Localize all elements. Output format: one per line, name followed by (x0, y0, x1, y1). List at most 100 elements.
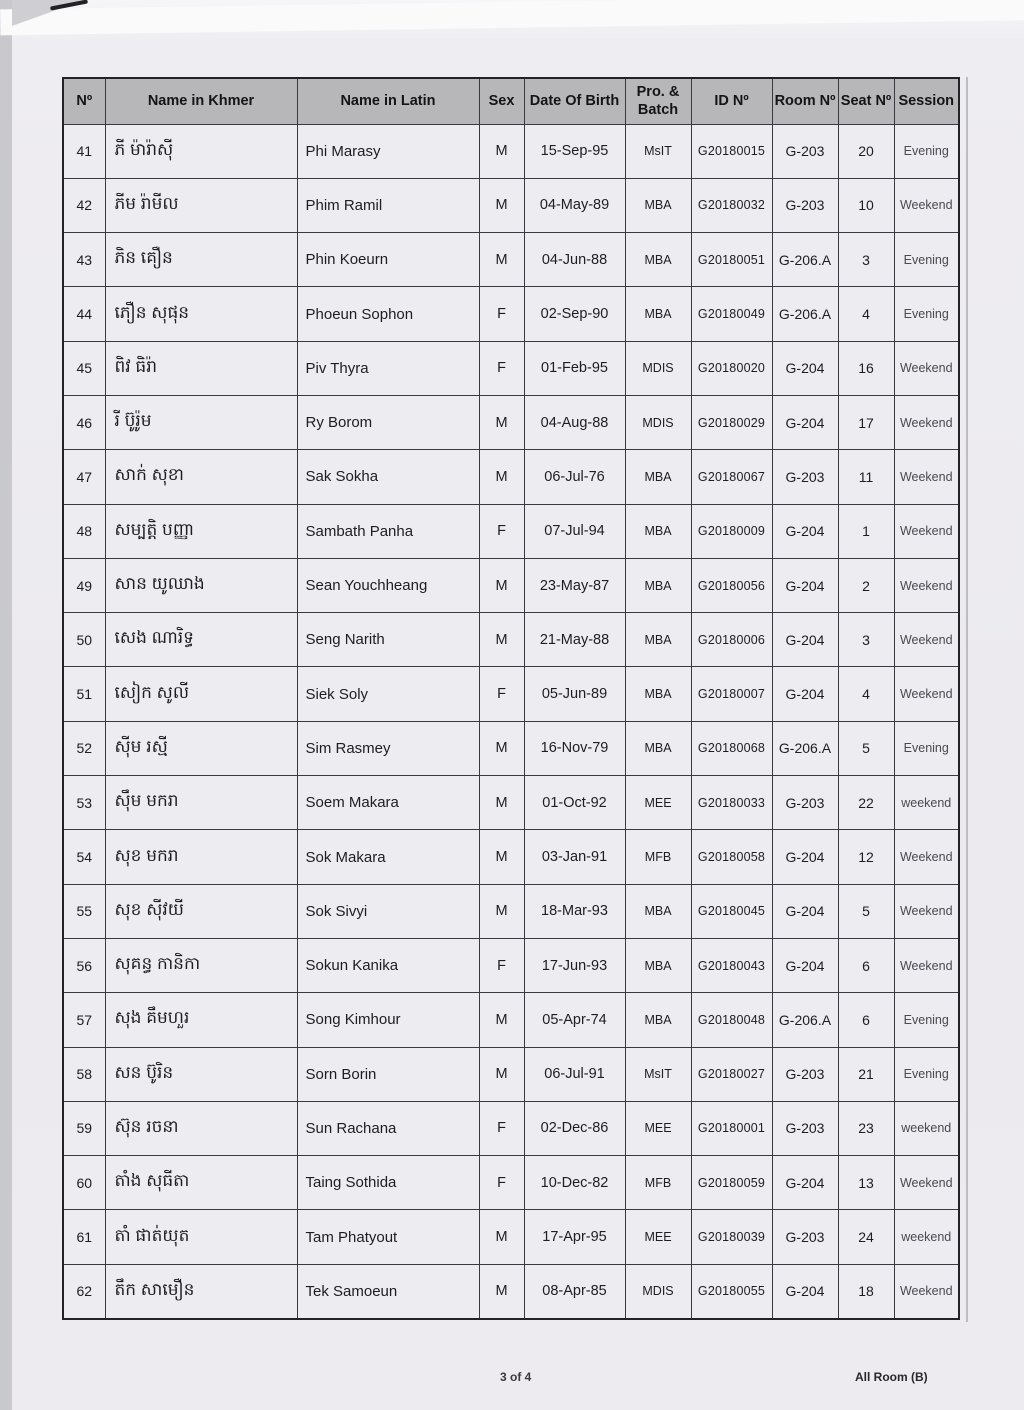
cell-name_khmer: សន ប៊ូរិន (104, 1046, 298, 1102)
cell-sex: M (478, 177, 525, 234)
table-row: 52 ស៊ីម រស្មី Sim Rasmey M 16-Nov-79 MBA G2018… (62, 720, 960, 777)
cell-id_no: G20180043 (690, 937, 773, 994)
cell-id_no: G20180033 (690, 775, 773, 831)
cell-session: Weekend (893, 937, 960, 994)
cell-session: Evening (893, 720, 960, 777)
header-sex: Sex (478, 77, 525, 125)
cell-session: Evening (893, 992, 960, 1048)
cell-pro_batch: MBA (624, 666, 692, 722)
table-row: 47 សាក់ សុខា Sak Sokha M 06-Jul-76 MBA G201800… (62, 449, 960, 505)
cell-name_khmer: ស៊ុន រចនា (104, 1100, 298, 1157)
table-row: 49 សាន យូឈាង Sean Youchheang M 23-May-87 MBA G… (62, 557, 960, 614)
cell-seat_no: 2 (837, 557, 895, 614)
cell-name_latin: Tek Samoeun (296, 1263, 480, 1320)
cell-sex: F (478, 1100, 525, 1157)
cell-name_latin: Song Kimhour (296, 992, 480, 1048)
table-body: 41 ភី ម៉ារ៉ាស៊ី Phi Marasy M 15-Sep-95 MsIT G2… (62, 123, 960, 1320)
cell-dob: 04-Jun-88 (523, 232, 626, 288)
table-row: 57 សុង គឹមហួរ Song Kimhour M 05-Apr-74 MBA G20… (62, 992, 960, 1048)
cell-name_khmer: សាន យូឈាង (104, 557, 298, 614)
cell-dob: 17-Apr-95 (523, 1209, 626, 1265)
table-row: 44 ភឿន សុផុន Phoeun Sophon F 02-Sep-90 MBA G20… (62, 286, 960, 342)
cell-pro_batch: MEE (624, 1209, 692, 1265)
cell-seat_no: 3 (837, 232, 895, 288)
cell-session: Weekend (893, 612, 960, 668)
cell-room_no: G-206.A (771, 286, 839, 342)
cell-room_no: G-203 (771, 1046, 839, 1102)
cell-no: 49 (62, 557, 106, 614)
header-pro_batch: Pro. & Batch (624, 77, 692, 125)
cell-pro_batch: MBA (624, 937, 692, 994)
cell-seat_no: 5 (837, 883, 895, 939)
cell-name_latin: Taing Sothida (296, 1155, 480, 1211)
table-row: 60 តាំង សុធីតា Taing Sothida F 10-Dec-82 MFB G… (62, 1155, 960, 1211)
cell-sex: M (478, 123, 525, 179)
cell-room_no: G-204 (771, 394, 839, 451)
cell-name_khmer: សុគន្ធ កានិកា (104, 937, 298, 994)
table-row: 51 សៀក សូលី Siek Soly F 05-Jun-89 MBA G2018000… (62, 666, 960, 722)
cell-room_no: G-204 (771, 666, 839, 722)
cell-dob: 03-Jan-91 (523, 829, 626, 885)
cell-no: 54 (62, 829, 106, 885)
cell-seat_no: 6 (837, 992, 895, 1048)
cell-id_no: G20180051 (690, 232, 773, 288)
cell-id_no: G20180029 (690, 394, 773, 451)
cell-name_latin: Sorn Borin (296, 1046, 480, 1102)
cell-dob: 10-Dec-82 (523, 1155, 626, 1211)
cell-name_khmer: សាក់ សុខា (104, 449, 298, 505)
cell-name_latin: Phim Ramil (296, 177, 480, 234)
cell-session: weekend (893, 1209, 960, 1265)
header-id_no: ID Nº (690, 77, 773, 125)
cell-pro_batch: MBA (624, 612, 692, 668)
cell-no: 56 (62, 937, 106, 994)
cell-room_no: G-206.A (771, 232, 839, 288)
cell-room_no: G-204 (771, 829, 839, 885)
cell-name_khmer: ស៊ឹម មករា (104, 775, 298, 831)
cell-id_no: G20180015 (690, 123, 773, 179)
cell-dob: 08-Apr-85 (523, 1263, 626, 1320)
cell-id_no: G20180055 (690, 1263, 773, 1320)
cell-id_no: G20180032 (690, 177, 773, 234)
cell-seat_no: 24 (837, 1209, 895, 1265)
cell-sex: M (478, 992, 525, 1048)
cell-seat_no: 17 (837, 394, 895, 451)
cell-sex: M (478, 1263, 525, 1320)
cell-no: 61 (62, 1209, 106, 1265)
cell-name_khmer: ភិន គឿន (104, 232, 298, 288)
cell-pro_batch: MBA (624, 883, 692, 939)
cell-name_latin: Phi Marasy (296, 123, 480, 179)
cell-room_no: G-203 (771, 1100, 839, 1157)
table-row: 41 ភី ម៉ារ៉ាស៊ី Phi Marasy M 15-Sep-95 MsIT G2… (62, 123, 960, 179)
cell-seat_no: 10 (837, 177, 895, 234)
cell-seat_no: 23 (837, 1100, 895, 1157)
cell-no: 60 (62, 1155, 106, 1211)
header-name_khmer: Name in Khmer (104, 77, 298, 125)
cell-sex: M (478, 829, 525, 885)
cell-sex: M (478, 1046, 525, 1102)
cell-no: 55 (62, 883, 106, 939)
cell-seat_no: 4 (837, 666, 895, 722)
cell-sex: F (478, 1155, 525, 1211)
cell-room_no: G-204 (771, 612, 839, 668)
cell-name_latin: Siek Soly (296, 666, 480, 722)
cell-name_latin: Sim Rasmey (296, 720, 480, 777)
cell-seat_no: 3 (837, 612, 895, 668)
cell-dob: 23-May-87 (523, 557, 626, 614)
cell-dob: 21-May-88 (523, 612, 626, 668)
scan-ghost-line (966, 77, 968, 1322)
header-room_no: Room Nº (771, 77, 839, 125)
cell-room_no: G-203 (771, 177, 839, 234)
cell-name_khmer: ភី ម៉ារ៉ាស៊ី (104, 123, 298, 179)
cell-no: 50 (62, 612, 106, 668)
cell-dob: 02-Sep-90 (523, 286, 626, 342)
cell-name_latin: Piv Thyra (296, 340, 480, 396)
cell-room_no: G-204 (771, 1155, 839, 1211)
cell-dob: 01-Oct-92 (523, 775, 626, 831)
cell-pro_batch: MEE (624, 775, 692, 831)
cell-session: Weekend (893, 1263, 960, 1320)
cell-name_latin: Sak Sokha (296, 449, 480, 505)
cell-session: Weekend (893, 449, 960, 505)
cell-name_khmer: តឹក សាមឿន (104, 1263, 298, 1320)
cell-name_khmer: សុខ មករា (104, 829, 298, 885)
table-row: 46 រី ប៊ូរ៉ូម Ry Borom M 04-Aug-88 MDIS G20180… (62, 394, 960, 451)
